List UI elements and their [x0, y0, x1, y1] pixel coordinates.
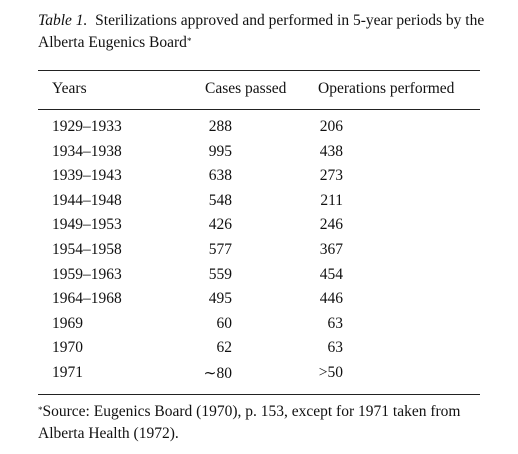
cell: 246 [319, 216, 343, 234]
cell: 1959–1963 [52, 265, 122, 283]
cell: 1934–1938 [52, 142, 122, 160]
cell: 211 [320, 191, 343, 209]
header-cell: Years [52, 80, 87, 97]
cell: 1944–1948 [52, 191, 122, 209]
cell: 288 [208, 118, 232, 135]
header-rule [38, 109, 480, 110]
cell: 1964–1968 [52, 290, 122, 308]
cell: 548 [208, 191, 232, 209]
caption-label: Table 1. [38, 12, 88, 29]
bottom-rule [38, 394, 480, 395]
header-cell: Cases passed [205, 80, 287, 97]
cell: >50 [318, 364, 343, 381]
cell: 446 [319, 290, 343, 308]
cell: 1929–1933 [52, 118, 122, 135]
cell: 367 [319, 241, 343, 258]
footnote: *Source: Eugenics Board (1970), p. 153, … [38, 401, 483, 445]
cell: 995 [208, 142, 232, 160]
top-rule [38, 70, 480, 71]
cell: 1971 [52, 364, 83, 381]
cell: 1969 [52, 314, 83, 332]
cell: 63 [327, 314, 344, 332]
cell: 63 [327, 339, 344, 357]
header-cell: Operations performed [318, 80, 455, 97]
cell: 273 [319, 167, 343, 185]
cell: 495 [208, 290, 232, 308]
cell: 60 [216, 314, 233, 332]
cell: 1954–1958 [52, 241, 122, 258]
cell: 577 [208, 241, 232, 258]
cell: ∼80 [203, 365, 233, 382]
footnote-marker: * [38, 405, 43, 415]
caption: Table 1. Sterilizations approved and per… [38, 10, 488, 54]
cell: 1970 [52, 339, 83, 357]
cell: 454 [319, 265, 343, 283]
cell: 62 [216, 339, 233, 357]
cell: 206 [319, 118, 343, 135]
cell: 559 [208, 265, 232, 283]
footnote-text: Source: Eugenics Board (1970), p. 153, e… [38, 403, 461, 442]
cell: 1949–1953 [52, 216, 122, 234]
cell: 1939–1943 [52, 167, 122, 185]
cell: 426 [208, 216, 232, 234]
cell: 438 [319, 142, 343, 160]
cell: 638 [208, 167, 232, 185]
caption-text: Sterilizations approved and performed in… [38, 12, 485, 51]
caption-marker: * [186, 36, 192, 46]
